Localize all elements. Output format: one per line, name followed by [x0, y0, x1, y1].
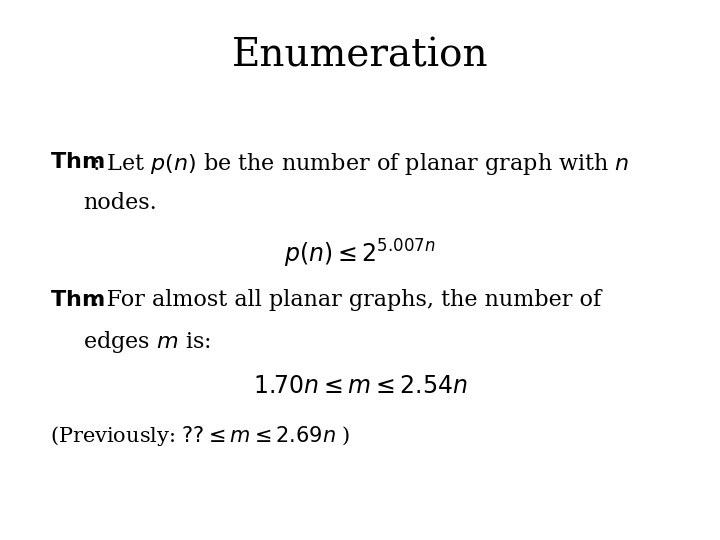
Text: edges $m$ is:: edges $m$ is:	[83, 329, 211, 355]
Text: $\bf{Thm}$: $\bf{Thm}$	[50, 151, 105, 173]
Text: Enumeration: Enumeration	[232, 38, 488, 75]
Text: $p(n) \leq 2^{5.007n}$: $p(n) \leq 2^{5.007n}$	[284, 238, 436, 270]
Text: : Let $p(n)$ be the number of planar graph with $n$: : Let $p(n)$ be the number of planar gra…	[92, 151, 630, 177]
Text: (Previously: $?? \leq m \leq 2.69n$ ): (Previously: $?? \leq m \leq 2.69n$ )	[50, 424, 351, 448]
Text: nodes.: nodes.	[83, 192, 156, 214]
Text: $\bf{Thm}$: $\bf{Thm}$	[50, 289, 105, 311]
Text: : For almost all planar graphs, the number of: : For almost all planar graphs, the numb…	[92, 289, 601, 311]
Text: $1.70n \leq m \leq 2.54n$: $1.70n \leq m \leq 2.54n$	[253, 375, 467, 399]
